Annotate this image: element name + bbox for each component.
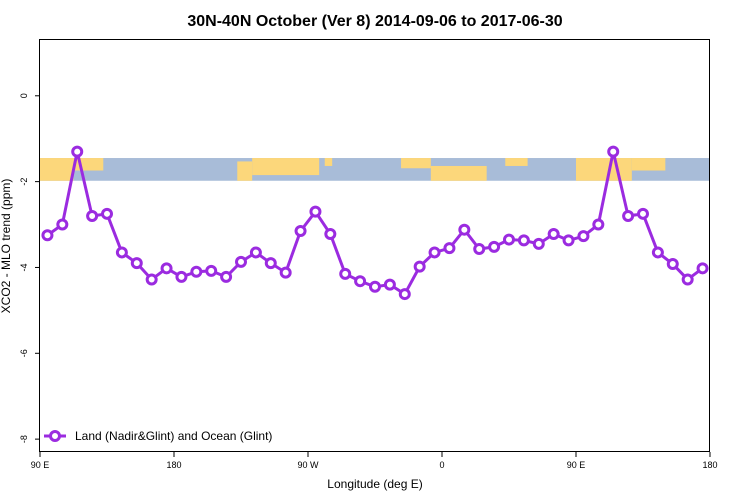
- data-point: [547, 227, 560, 240]
- data-point: [339, 267, 352, 280]
- chart-title: 30N-40N October (Ver 8) 2014-09-06 to 20…: [187, 13, 562, 30]
- data-point: [696, 262, 709, 275]
- data-point: [622, 209, 635, 222]
- y-axis: 0 -2 -4 -6 -8: [19, 93, 40, 443]
- data-point: [294, 224, 307, 237]
- map-land-0: [40, 158, 74, 181]
- map-land-4: [324, 158, 333, 166]
- y-tick-label: -2: [19, 178, 29, 186]
- data-point: [130, 257, 143, 270]
- data-point: [309, 205, 322, 218]
- data-point: [503, 233, 515, 246]
- x-tick-label: 180: [166, 460, 181, 470]
- map-land-2: [237, 161, 253, 181]
- x-tick-label: 90 E: [567, 460, 586, 470]
- data-point: [428, 246, 441, 259]
- map-land-8: [576, 158, 632, 181]
- plot-frame: [39, 39, 710, 452]
- data-point: [264, 257, 277, 270]
- data-point: [249, 246, 262, 259]
- y-tick-label: -8: [19, 435, 29, 443]
- data-point: [458, 223, 471, 236]
- data-point: [175, 270, 188, 283]
- legend: Land (Nadir&Glint) and Ocean (Glint): [44, 429, 272, 443]
- data-point: [562, 234, 575, 247]
- data-point: [651, 246, 664, 259]
- data-point: [235, 255, 247, 268]
- data-point: [115, 246, 128, 259]
- data-point: [220, 270, 233, 283]
- data-point: [205, 264, 218, 277]
- y-tick-label: -6: [19, 349, 29, 357]
- data-point: [607, 145, 620, 158]
- x-axis-label: Longitude (deg E): [327, 477, 422, 491]
- data-point: [666, 258, 679, 271]
- data-point: [86, 209, 99, 222]
- data-point: [637, 207, 649, 220]
- data-point: [443, 242, 456, 255]
- data-point: [354, 275, 367, 288]
- legend-marker: [49, 430, 61, 442]
- map-ocean: [40, 158, 710, 181]
- data-point: [517, 234, 530, 247]
- data-point: [71, 145, 84, 158]
- data-point: [41, 229, 54, 242]
- map-land-9: [631, 158, 666, 171]
- legend-entry-label: Land (Nadir&Glint) and Ocean (Glint): [75, 429, 272, 443]
- series-layer: [41, 145, 709, 301]
- data-point: [413, 260, 426, 273]
- data-point: [56, 218, 69, 231]
- data-point: [160, 262, 173, 275]
- data-point: [190, 265, 203, 278]
- data-point: [145, 273, 158, 286]
- data-point: [279, 266, 292, 279]
- data-point: [101, 207, 113, 220]
- y-tick-label: -4: [19, 263, 29, 271]
- x-tick-label: 90 E: [31, 460, 50, 470]
- x-tick-label: 90 W: [297, 460, 319, 470]
- data-point: [383, 278, 396, 291]
- map-land-3: [252, 158, 320, 176]
- data-point: [577, 230, 590, 243]
- data-point: [681, 273, 694, 286]
- data-point: [488, 240, 501, 253]
- data-point: [369, 280, 381, 293]
- data-point: [473, 243, 486, 256]
- data-point: [532, 237, 545, 250]
- x-tick-label: 180: [702, 460, 717, 470]
- map-land-7: [505, 158, 528, 166]
- y-tick-label: 0: [19, 93, 29, 98]
- y-axis-label: XCO2 - MLO trend (ppm): [0, 179, 13, 314]
- x-axis: 90 E 180 90 W 0 90 E 180: [31, 452, 718, 470]
- data-point: [324, 227, 337, 240]
- map-land-5: [401, 158, 431, 169]
- x-tick-label: 0: [439, 460, 444, 470]
- data-point: [398, 288, 411, 301]
- data-point: [592, 218, 605, 231]
- map-land-6: [430, 165, 487, 181]
